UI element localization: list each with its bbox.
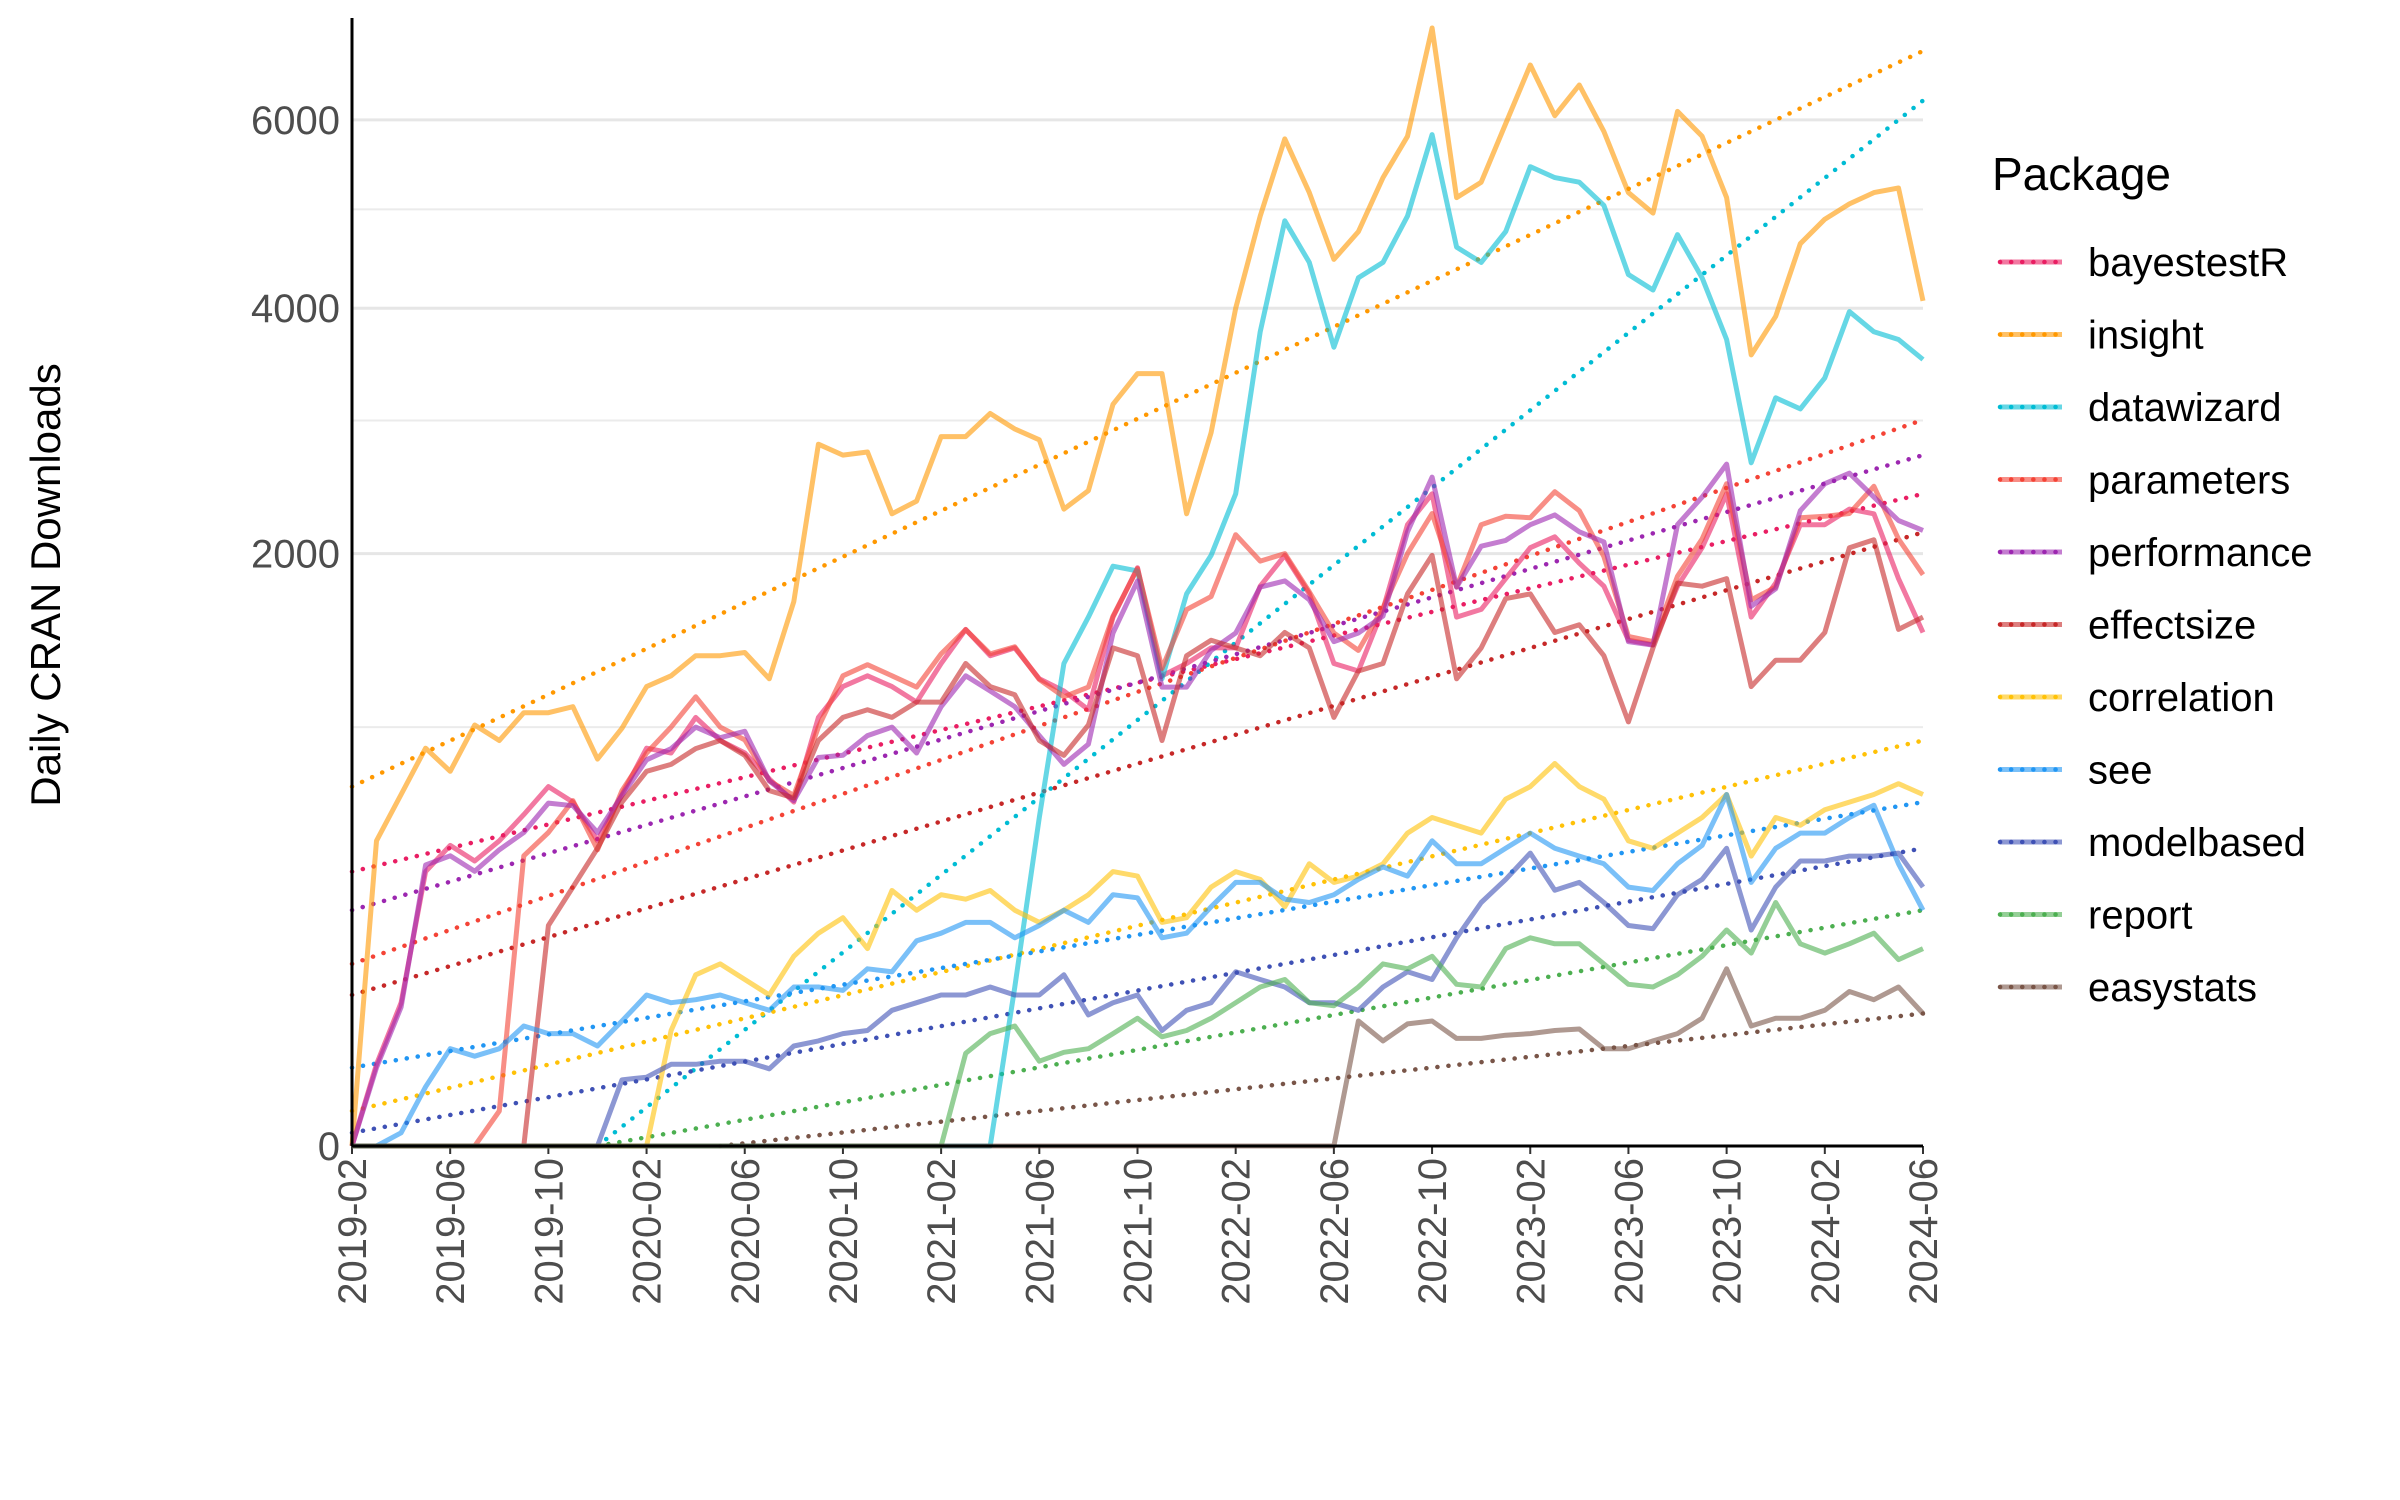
x-tick-label: 2019-10 xyxy=(527,1158,571,1305)
y-tick-label: 6000 xyxy=(251,99,340,143)
y-tick-label: 0 xyxy=(318,1125,340,1169)
legend-label: effectsize xyxy=(2088,604,2256,648)
trend-line xyxy=(349,417,1926,967)
x-tick-label: 2019-02 xyxy=(331,1158,375,1305)
y-tick-label: 2000 xyxy=(251,533,340,577)
series-line xyxy=(349,461,1924,1147)
trend-line xyxy=(349,799,1926,1070)
legend-label: bayestestR xyxy=(2088,241,2288,285)
trend-line xyxy=(595,98,1926,1149)
series-line xyxy=(352,900,1925,1149)
trend-line xyxy=(717,1011,1926,1149)
series-line xyxy=(352,845,1926,1149)
legend-label: datawizard xyxy=(2088,386,2281,430)
legend-label: report xyxy=(2088,894,2193,938)
x-tick-label: 2024-02 xyxy=(1804,1158,1848,1305)
legend-label: modelbased xyxy=(2088,821,2306,865)
x-tick-label: 2022-10 xyxy=(1411,1158,1455,1305)
trend-line xyxy=(349,48,1926,789)
legend-label: performance xyxy=(2088,531,2313,575)
x-tick-label: 2021-02 xyxy=(920,1158,964,1305)
series-line xyxy=(352,792,1926,1149)
legend-title: Package xyxy=(1992,148,2171,200)
x-tick-label: 2021-10 xyxy=(1117,1158,1161,1305)
trend-line xyxy=(595,907,1926,1149)
y-axis-label: Daily CRAN Downloads xyxy=(22,363,69,806)
series-line xyxy=(349,25,1926,1147)
x-tick-label: 2024-06 xyxy=(1902,1158,1946,1305)
trend-line xyxy=(349,846,1926,1136)
legend-label: see xyxy=(2088,749,2153,793)
y-tick-label: 4000 xyxy=(251,287,340,331)
x-tick-label: 2022-02 xyxy=(1215,1158,1259,1305)
series-line xyxy=(352,537,1925,1149)
x-tick-label: 2023-10 xyxy=(1706,1158,1750,1305)
legend-label: correlation xyxy=(2088,676,2275,720)
x-tick-label: 2023-06 xyxy=(1607,1158,1651,1305)
x-tick-label: 2019-06 xyxy=(429,1158,473,1305)
x-tick-label: 2020-10 xyxy=(822,1158,866,1305)
x-tick-label: 2021-06 xyxy=(1018,1158,1062,1305)
x-tick-label: 2020-02 xyxy=(626,1158,670,1305)
legend-label: parameters xyxy=(2088,459,2290,503)
legend-label: insight xyxy=(2088,314,2204,358)
x-tick-label: 2023-02 xyxy=(1509,1158,1553,1305)
x-tick-label: 2022-06 xyxy=(1313,1158,1357,1305)
legend-label: easystats xyxy=(2088,966,2257,1010)
trend-line xyxy=(349,738,1926,1114)
trend-line xyxy=(349,530,1926,998)
x-tick-label: 2020-06 xyxy=(724,1158,768,1305)
trend-line xyxy=(349,491,1926,874)
